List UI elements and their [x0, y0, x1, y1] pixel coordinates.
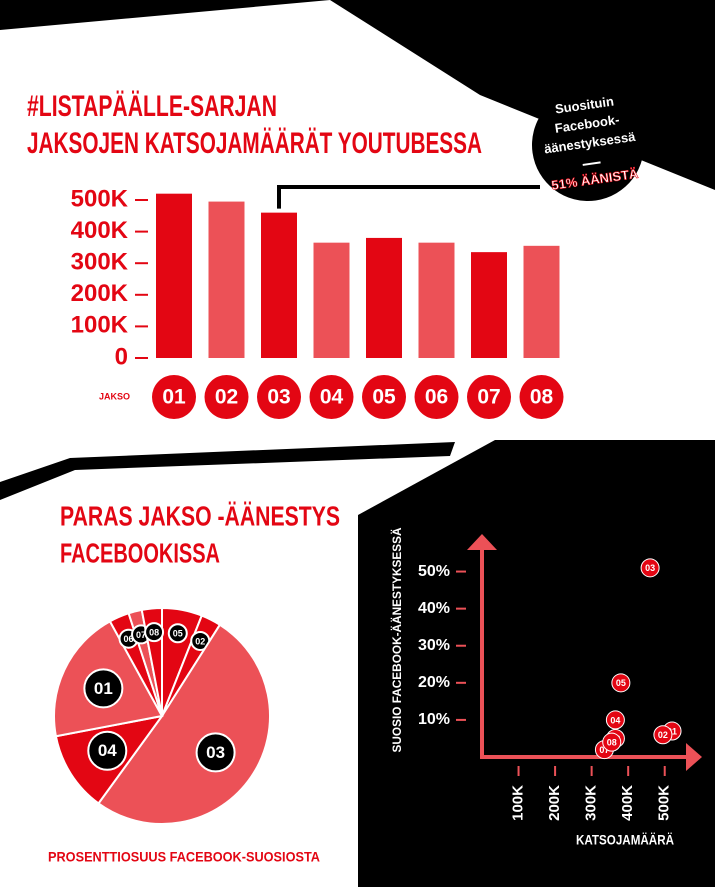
y-tick-label: 400K — [71, 217, 129, 244]
category-badge — [152, 375, 196, 419]
chart-title: #LISTAPÄÄLLE-SARJAN — [27, 90, 277, 123]
x-tick-label: 02 — [215, 386, 238, 409]
callout-circle — [532, 89, 644, 201]
background-shape — [358, 440, 715, 887]
y-tick-label: 0 — [115, 343, 128, 370]
bar — [366, 237, 402, 358]
slice-badge — [167, 623, 188, 644]
slice-label: 07 — [136, 630, 146, 640]
x-tick-label: 200K — [546, 785, 563, 821]
y-tick-label: 500K — [71, 185, 129, 212]
slice-badge — [87, 730, 128, 771]
x-tick-label: 01 — [162, 386, 186, 409]
x-axis-label: JAKSO — [99, 391, 130, 401]
slice-badge — [83, 668, 124, 709]
bar — [523, 245, 560, 358]
y-tick-label: 200K — [71, 280, 129, 307]
slice-label: 05 — [173, 629, 183, 639]
category-badge — [467, 375, 511, 419]
y-tick-label: 10% — [418, 711, 450, 728]
category-badge — [362, 375, 406, 419]
category-badge — [519, 375, 564, 419]
y-tick-label: 100K — [71, 312, 129, 339]
x-tick-label: 400K — [619, 785, 636, 821]
point-label: 02 — [658, 730, 668, 740]
scatter-point — [605, 710, 625, 730]
category-badge — [414, 375, 459, 419]
x-tick-label: 100K — [510, 785, 527, 821]
y-tick-label: 20% — [418, 674, 450, 691]
background-shape — [0, 442, 455, 500]
scatter-point — [611, 673, 631, 693]
callout-divider — [582, 161, 601, 166]
chart-title: JAKSOJEN KATSOJAMÄÄRÄT YOUTUBESSA — [27, 127, 482, 160]
bar — [313, 242, 350, 358]
x-tick-label: 300K — [583, 785, 600, 821]
y-axis-label: SUOSIO FACEBOOK-ÄÄNESTYKSESSÄ — [389, 527, 404, 752]
point-label: 01 — [667, 726, 677, 736]
scatter-point — [602, 732, 622, 752]
y-tick-label: 50% — [418, 563, 450, 580]
x-axis-label: KATSOJAMÄÄRÄ — [576, 832, 674, 848]
axis-arrow — [467, 534, 497, 550]
axis-arrow — [686, 743, 702, 771]
x-tick-label: 04 — [320, 386, 344, 409]
slice-label: 08 — [149, 628, 159, 638]
bar — [156, 193, 192, 358]
slice-badge — [195, 732, 236, 773]
bar — [418, 242, 455, 358]
x-tick-label: 08 — [530, 386, 554, 409]
slice-label: 03 — [206, 743, 225, 762]
x-tick-label: 06 — [425, 386, 448, 409]
pie-slice — [97, 623, 271, 825]
slice-badge — [144, 622, 165, 643]
background-shape — [0, 0, 715, 190]
x-tick-label: 05 — [372, 386, 396, 409]
point-label: 03 — [645, 563, 655, 573]
y-tick-label: 30% — [418, 637, 450, 654]
category-badge — [309, 375, 354, 419]
callout-line — [277, 185, 540, 209]
x-tick-label: 03 — [267, 386, 290, 409]
x-tick-label: 500K — [656, 785, 673, 821]
point-label: 07 — [599, 745, 609, 755]
scatter-point — [653, 725, 673, 745]
chart-title: FACEBOOKISSA — [60, 537, 220, 568]
point-label: 05 — [616, 678, 626, 688]
slice-label: 01 — [94, 679, 113, 698]
slice-label: 02 — [195, 636, 205, 646]
slice-label: 06 — [124, 634, 134, 644]
chart-caption: PROSENTTIOSUUS FACEBOOK-SUOSIOSTA — [48, 849, 320, 865]
bar — [471, 252, 507, 358]
bar — [208, 201, 245, 358]
category-badge — [257, 375, 301, 419]
category-badge — [204, 375, 249, 419]
y-tick-label: 300K — [71, 249, 129, 276]
y-tick-label: 40% — [418, 600, 450, 617]
bar — [261, 212, 297, 358]
chart-title: PARAS JAKSO -ÄÄNESTYS — [60, 500, 340, 531]
slice-label: 04 — [98, 741, 117, 760]
point-label: 08 — [607, 738, 617, 748]
point-label: 04 — [610, 715, 620, 725]
scatter-point — [640, 558, 660, 578]
x-tick-label: 07 — [477, 386, 500, 409]
